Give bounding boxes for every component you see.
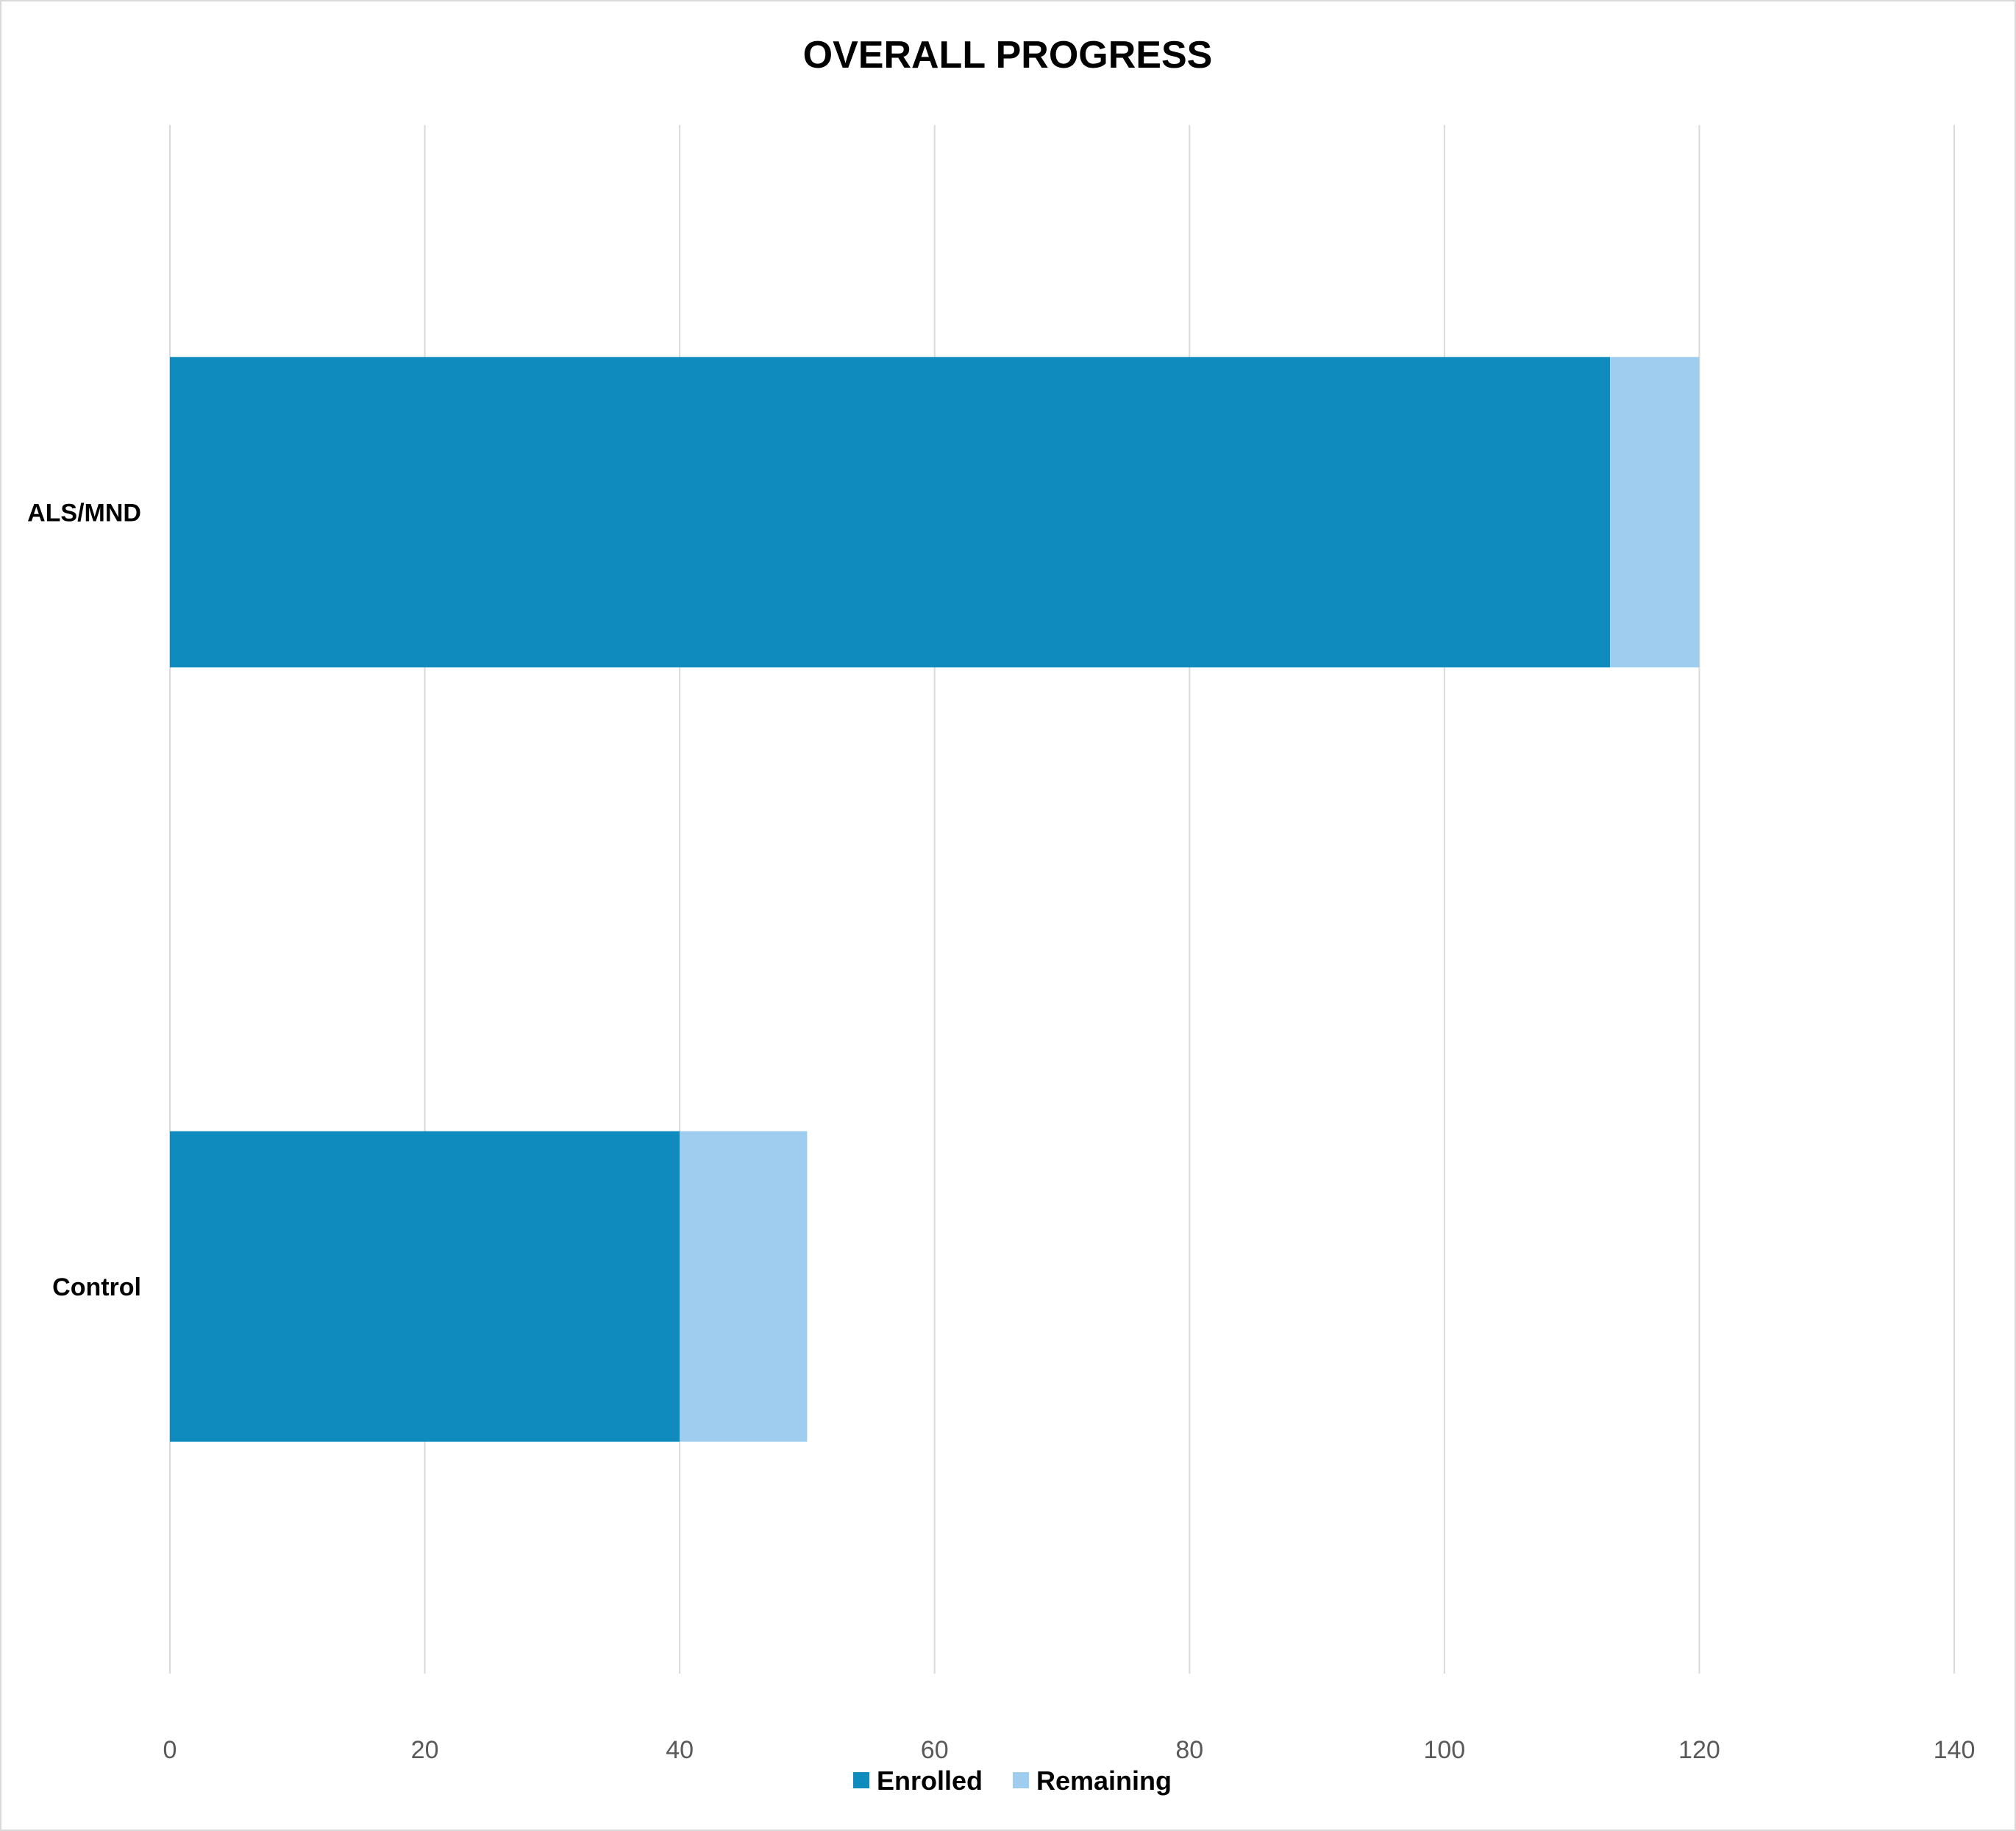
- category-labels: ALS/MND Control: [27, 499, 141, 1301]
- category-label-control: Control: [52, 1273, 141, 1301]
- legend-swatch-enrolled: [853, 1772, 869, 1788]
- chart-title: OVERALL PROGRESS: [803, 34, 1213, 77]
- legend-swatch-remaining: [1013, 1772, 1029, 1788]
- bar-enrolled-control: [170, 1131, 680, 1442]
- x-tick-label-100: 100: [1423, 1736, 1465, 1764]
- bar-remaining-als-mnd: [1610, 357, 1700, 668]
- x-tick-label-120: 120: [1678, 1736, 1720, 1764]
- x-axis-tick-labels: 0 20 40 60 80 100 120 140: [163, 1736, 1976, 1764]
- x-tick-label-20: 20: [411, 1736, 439, 1764]
- bars: [170, 357, 1700, 1442]
- x-tick-label-140: 140: [1934, 1736, 1976, 1764]
- legend-label-remaining: Remaining: [1036, 1766, 1172, 1796]
- bar-enrolled-als-mnd: [170, 357, 1611, 668]
- legend-label-enrolled: Enrolled: [877, 1766, 983, 1796]
- x-tick-label-80: 80: [1175, 1736, 1203, 1764]
- bar-remaining-control: [680, 1131, 808, 1442]
- category-label-als-mnd: ALS/MND: [27, 499, 141, 527]
- x-tick-label-40: 40: [666, 1736, 694, 1764]
- x-tick-label-60: 60: [921, 1736, 949, 1764]
- x-tick-label-0: 0: [163, 1736, 177, 1764]
- legend: Enrolled Remaining: [853, 1766, 1172, 1796]
